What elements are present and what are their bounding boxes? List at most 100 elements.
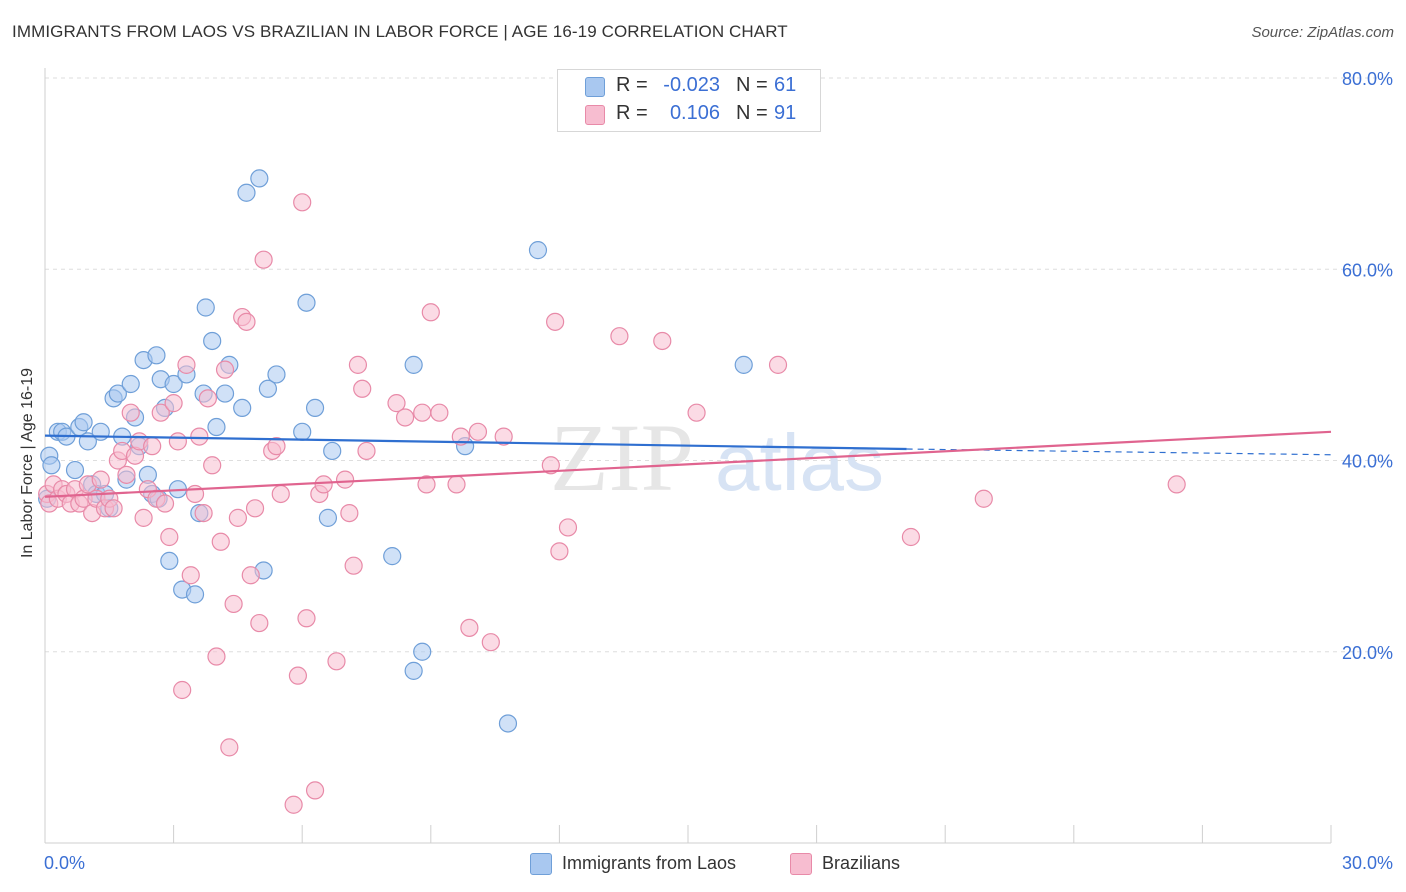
data-point: [258, 379, 278, 398]
data-point: [271, 484, 290, 504]
y-tick-label: 60.0%: [1342, 260, 1393, 280]
data-point: [481, 633, 500, 652]
data-point: [203, 331, 222, 351]
data-point: [447, 475, 466, 494]
data-point: [185, 585, 205, 604]
data-point: [250, 613, 269, 633]
legend-label: Immigrants from Laos: [562, 853, 737, 873]
data-point: [451, 427, 470, 446]
y-tick-label: 40.0%: [1342, 452, 1393, 472]
data-point: [237, 312, 256, 331]
data-point: [134, 508, 153, 527]
data-point: [387, 394, 406, 413]
data-point: [207, 647, 226, 666]
data-point: [768, 355, 788, 374]
y-tick-label: 80.0%: [1342, 69, 1393, 89]
data-point: [468, 422, 488, 441]
data-point: [305, 398, 325, 418]
laos-swatch: [530, 853, 552, 875]
data-point: [207, 417, 226, 437]
data-point: [224, 594, 243, 614]
data-point: [541, 456, 560, 475]
chart-title: IMMIGRANTS FROM LAOS VS BRAZILIAN IN LAB…: [12, 22, 788, 41]
data-point: [117, 465, 136, 484]
data-point: [160, 551, 179, 571]
n-label: N =: [736, 102, 768, 124]
data-point: [203, 456, 222, 475]
data-point: [417, 475, 436, 494]
x-tick-label: 30.0%: [1342, 853, 1393, 873]
data-point: [293, 193, 312, 212]
data-point: [198, 389, 217, 408]
data-point: [610, 327, 629, 346]
data-point: [550, 542, 569, 561]
data-point: [404, 661, 423, 680]
data-point: [190, 427, 209, 446]
n-value: 61: [774, 74, 797, 96]
data-point: [65, 460, 85, 480]
data-point: [288, 666, 308, 685]
data-point: [143, 437, 162, 456]
data-point: [323, 441, 342, 461]
data-point: [494, 427, 513, 446]
data-point: [108, 384, 127, 403]
r-label: R =: [616, 102, 648, 124]
data-point: [653, 331, 672, 351]
data-point: [297, 609, 316, 628]
data-point: [353, 379, 372, 398]
data-point: [173, 680, 192, 700]
data-point: [104, 499, 123, 518]
source-label: Source: ZipAtlas.com: [1251, 24, 1394, 41]
data-point: [413, 642, 432, 661]
laos-swatch: [585, 77, 605, 97]
data-point: [297, 293, 316, 312]
data-point: [348, 355, 368, 374]
data-point: [558, 518, 578, 537]
data-point: [215, 384, 235, 403]
data-point: [404, 355, 423, 374]
data-point: [254, 250, 273, 269]
data-point: [318, 508, 338, 527]
data-point: [460, 618, 479, 637]
data-point: [293, 422, 312, 441]
data-point: [215, 360, 235, 379]
data-point: [250, 169, 269, 188]
data-point: [233, 398, 252, 418]
data-point: [267, 437, 286, 456]
data-point: [91, 470, 110, 489]
data-point: [335, 470, 355, 489]
data-point: [413, 403, 432, 422]
data-point: [974, 489, 993, 508]
brazilians-swatch: [585, 105, 605, 125]
data-point: [196, 298, 215, 317]
data-point: [395, 408, 415, 427]
data-point: [74, 413, 93, 432]
trend-line: [44, 434, 907, 451]
r-value: 0.106: [669, 102, 720, 124]
data-point: [267, 365, 286, 384]
data-point: [168, 432, 187, 451]
grid-lines: [45, 77, 1392, 653]
data-point: [357, 441, 376, 461]
data-point: [383, 547, 402, 566]
y-tick-label: 20.0%: [1342, 643, 1393, 663]
data-point: [340, 503, 359, 523]
stats-row-laos: R = -0.023 N = 61: [558, 71, 820, 101]
x-tick-label: 0.0%: [44, 853, 85, 873]
trend-line: [44, 430, 1332, 498]
brazilians-swatch: [790, 853, 812, 875]
data-point: [734, 355, 753, 374]
data-point: [211, 532, 230, 551]
data-point: [546, 312, 565, 331]
data-point: [237, 183, 256, 202]
data-point: [241, 566, 260, 585]
data-point: [155, 494, 175, 513]
data-point: [498, 714, 518, 733]
data-point: [164, 374, 183, 394]
data-point: [91, 422, 110, 441]
r-value: -0.023: [663, 74, 720, 96]
data-point: [177, 355, 196, 374]
data-point: [430, 403, 449, 422]
data-point: [305, 781, 325, 800]
